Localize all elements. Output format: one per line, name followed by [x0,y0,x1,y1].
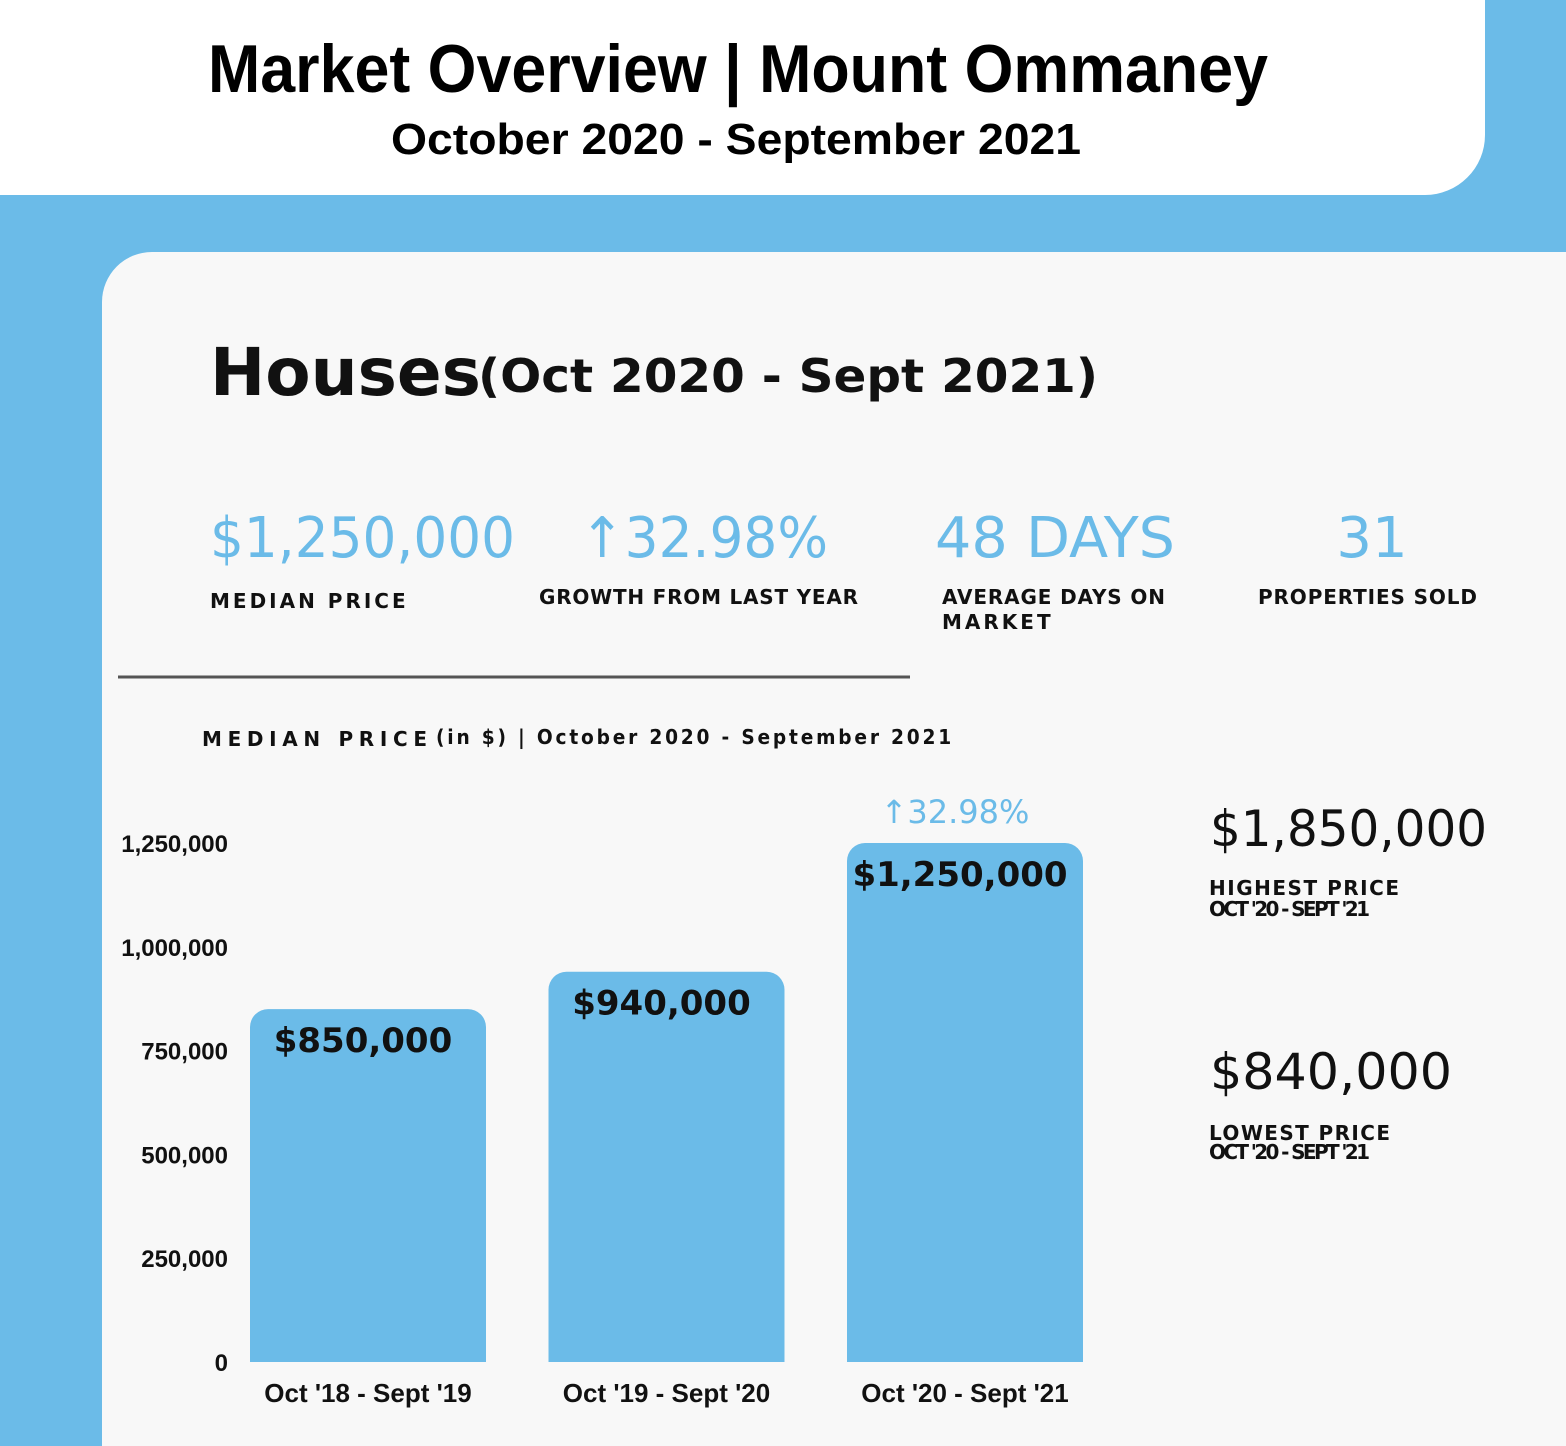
stat-value: 48 DAYS [935,506,1175,571]
stat-label: MARKET [942,610,1054,634]
bar [250,1009,486,1362]
side-value: $840,000 [1210,1043,1452,1101]
x-tick-label: Oct '18 - Sept '19 [264,1378,471,1408]
chart-title: MEDIAN PRICE [202,727,430,751]
bar-value-label: $1,250,000 [852,855,1067,895]
section-period: (Oct 2020 - Sept 2021) [478,349,1098,403]
stat-value: 31 [1336,506,1407,571]
stat-value: $1,250,000 [210,506,515,571]
bar-value-label: $940,000 [572,984,751,1024]
y-tick-label: 1,000,000 [121,935,228,962]
y-tick-label: 500,000 [141,1142,228,1169]
section-title: Houses [210,334,481,411]
y-tick-label: 0 [215,1350,228,1377]
x-tick-label: Oct '20 - Sept '21 [861,1378,1068,1408]
stat-label: MEDIAN PRICE [210,589,409,613]
stat-label: GROWTH FROM LAST YEAR [539,585,861,609]
bar [847,843,1083,1362]
x-tick-label: Oct '19 - Sept '20 [563,1378,770,1408]
growth-annotation: ↑32.98% [881,793,1030,831]
bar-value-label: $850,000 [274,1021,453,1061]
side-value: $1,850,000 [1210,800,1487,858]
subtitle: October 2020 - September 2021 [391,115,1081,164]
stat-label: PROPERTIES SOLD [1258,585,1480,609]
y-tick-label: 1,250,000 [121,831,228,858]
side-label: LOWEST PRICE [1209,1121,1393,1145]
header-box [0,0,1485,195]
stat-label: AVERAGE DAYS ON [942,585,1168,609]
side-label: HIGHEST PRICE [1209,876,1402,900]
y-tick-label: 250,000 [141,1246,228,1273]
y-tick-label: 750,000 [141,1039,228,1066]
side-period: OCT '20 - SEPT '21 [1209,1140,1373,1164]
side-period: OCT '20 - SEPT '21 [1209,897,1373,921]
chart-subtitle: (in $) | October 2020 - September 2021 [436,725,954,749]
title: Market Overview | Mount Ommaney [208,31,1268,108]
bar [548,971,785,1362]
stat-value: ↑32.98% [580,506,828,571]
